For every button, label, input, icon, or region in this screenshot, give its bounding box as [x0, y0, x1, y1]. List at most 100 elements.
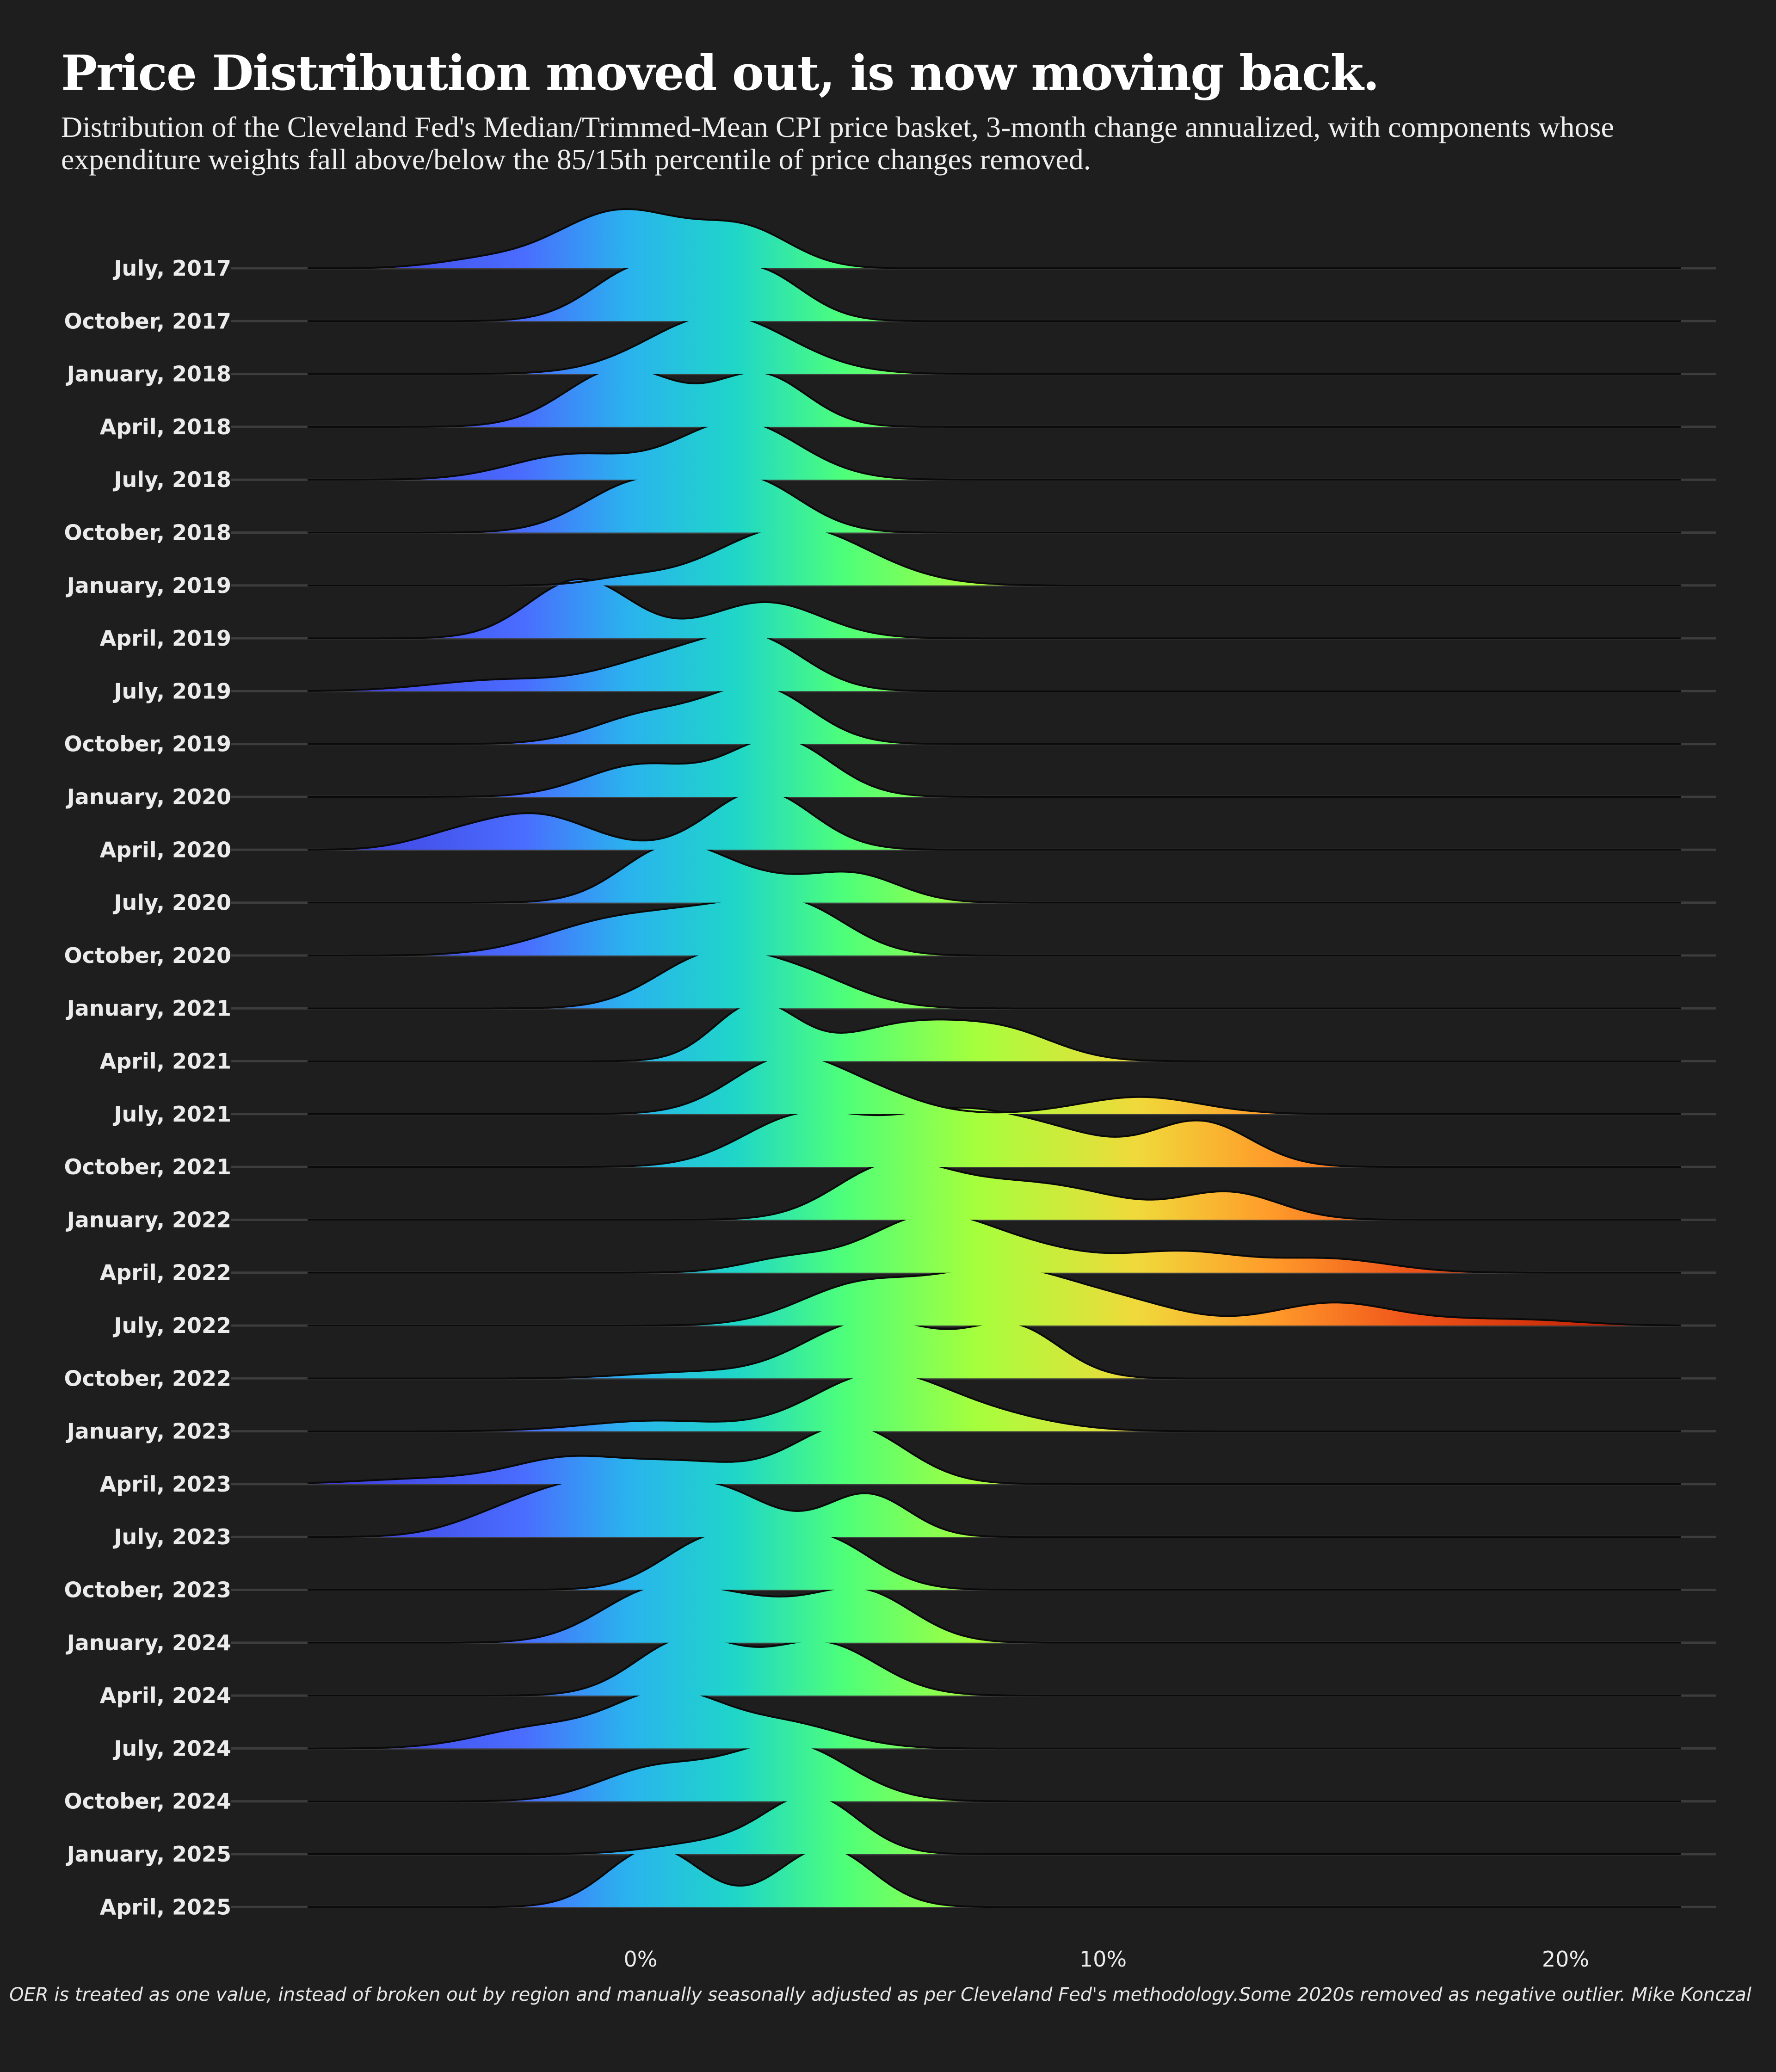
ridge-outline: [308, 261, 1681, 322]
ridge-outline: [308, 684, 1681, 745]
ridge-area: [308, 1213, 1681, 1273]
ridge-outline: [308, 1477, 1681, 1538]
row-label: January, 2018: [66, 362, 231, 387]
row-label: October, 2019: [64, 732, 231, 757]
x-axis-ticks: 0% 10% 20%: [624, 1947, 1590, 1972]
ridge-area: [308, 1583, 1681, 1643]
ridge-area: [308, 579, 1681, 639]
x-tick-label: 0%: [624, 1947, 658, 1972]
ridge-area: [308, 367, 1681, 427]
row-label: July, 2023: [112, 1524, 231, 1549]
ridge-area: [308, 1372, 1681, 1431]
row-label: April, 2023: [100, 1472, 231, 1497]
row-label: April, 2021: [100, 1049, 231, 1074]
ridge-area: [308, 1054, 1681, 1114]
ridge-outline: [308, 1107, 1681, 1168]
ridge-outline: [308, 1741, 1681, 1802]
row-label: July, 2018: [112, 467, 231, 492]
row-label: July, 2021: [112, 1102, 231, 1127]
row-label: January, 2024: [66, 1630, 231, 1655]
row-label: October, 2021: [64, 1154, 231, 1179]
ridge-area: [308, 526, 1681, 586]
ridge-area: [308, 738, 1681, 797]
ridge-outline: [308, 1688, 1681, 1750]
ridge-area: [308, 1160, 1681, 1220]
ridge-outline: [308, 1794, 1681, 1855]
ridge-outline: [308, 208, 1681, 269]
ridge-outline: [308, 525, 1681, 586]
ridge-area: [308, 1002, 1681, 1061]
row-label: October, 2023: [64, 1578, 231, 1603]
ridge-area: [308, 790, 1681, 850]
ridge-area: [308, 1848, 1681, 1907]
row-label: October, 2017: [64, 308, 231, 333]
ridge-outline: [308, 1054, 1681, 1115]
row-label: July, 2024: [112, 1736, 231, 1761]
ridge-outline: [308, 1001, 1681, 1062]
ridge-outline: [308, 1371, 1681, 1432]
row-label: July, 2020: [112, 890, 231, 915]
ridge-outline: [307, 1424, 1681, 1485]
chart-title: Price Distribution moved out, is now mov…: [61, 44, 1380, 101]
ridge-area: [308, 949, 1681, 1009]
ridge-area: [308, 314, 1681, 374]
ridge-outline: [308, 472, 1681, 534]
ridge-outline: [308, 1212, 1681, 1274]
row-label: April, 2022: [100, 1260, 231, 1285]
row-label: October, 2024: [64, 1789, 231, 1814]
ridge-area: [308, 473, 1681, 533]
row-label: January, 2023: [66, 1419, 231, 1444]
ridge-outline: [308, 1529, 1681, 1591]
ridge-outline: [308, 895, 1681, 956]
ridge-area: [308, 1319, 1681, 1379]
ridge-outline: [308, 842, 1681, 904]
ridge-area: [308, 896, 1681, 956]
footnote: OER is treated as one value, instead of …: [9, 1984, 1751, 2005]
x-tick-label: 20%: [1542, 1947, 1589, 1972]
row-label: October, 2020: [64, 943, 231, 968]
row-label: January, 2020: [66, 784, 231, 809]
ridge-series: [307, 208, 1681, 1908]
row-label: April, 2019: [100, 626, 231, 651]
ridge-outline: [308, 789, 1681, 851]
ridge-area: [308, 420, 1681, 480]
row-label: January, 2021: [66, 996, 231, 1021]
row-label: April, 2025: [100, 1894, 231, 1919]
row-label: July, 2019: [112, 678, 231, 703]
ridge-area: [308, 262, 1681, 321]
ridge-outline: [308, 419, 1681, 481]
ridge-outline: [308, 1635, 1681, 1697]
row-label: January, 2019: [66, 573, 231, 598]
row-label: July, 2022: [112, 1313, 231, 1338]
grid-lines: [231, 267, 1716, 1908]
x-tick-label: 10%: [1079, 1947, 1127, 1972]
row-label: July, 2017: [112, 256, 231, 281]
ridge-area: [308, 1266, 1681, 1326]
row-label: April, 2020: [100, 837, 231, 862]
row-label: January, 2025: [66, 1842, 231, 1867]
ridge-outline: [308, 948, 1681, 1010]
row-labels: April, 2025 January, 2025 October, 2024 Jul…: [64, 256, 231, 1919]
ridge-area: [308, 209, 1681, 268]
ridge-area: [308, 843, 1681, 903]
row-label: October, 2018: [64, 520, 231, 545]
ridge-area: [308, 1478, 1681, 1537]
ridge-area: [308, 1795, 1681, 1854]
row-label: April, 2018: [100, 414, 231, 439]
ridge-outline: [308, 1847, 1681, 1908]
ridge-outline: [308, 314, 1681, 375]
ridge-outline: [308, 737, 1681, 798]
ridge-outline: [308, 578, 1681, 640]
ridge-outline: [308, 1582, 1681, 1644]
ridge-outline: [308, 366, 1681, 428]
ridge-outline: [308, 631, 1681, 692]
ridge-area: [308, 1424, 1681, 1484]
chart-subtitle: Distribution of the Cleveland Fed's Medi…: [61, 111, 1614, 176]
row-label: October, 2022: [64, 1366, 231, 1391]
row-label: January, 2022: [66, 1207, 231, 1232]
ridge-area: [308, 1689, 1681, 1749]
ridge-area: [308, 1530, 1681, 1590]
ridge-outline: [308, 1159, 1681, 1221]
row-label: April, 2024: [100, 1683, 231, 1708]
ridge-area: [308, 684, 1681, 744]
